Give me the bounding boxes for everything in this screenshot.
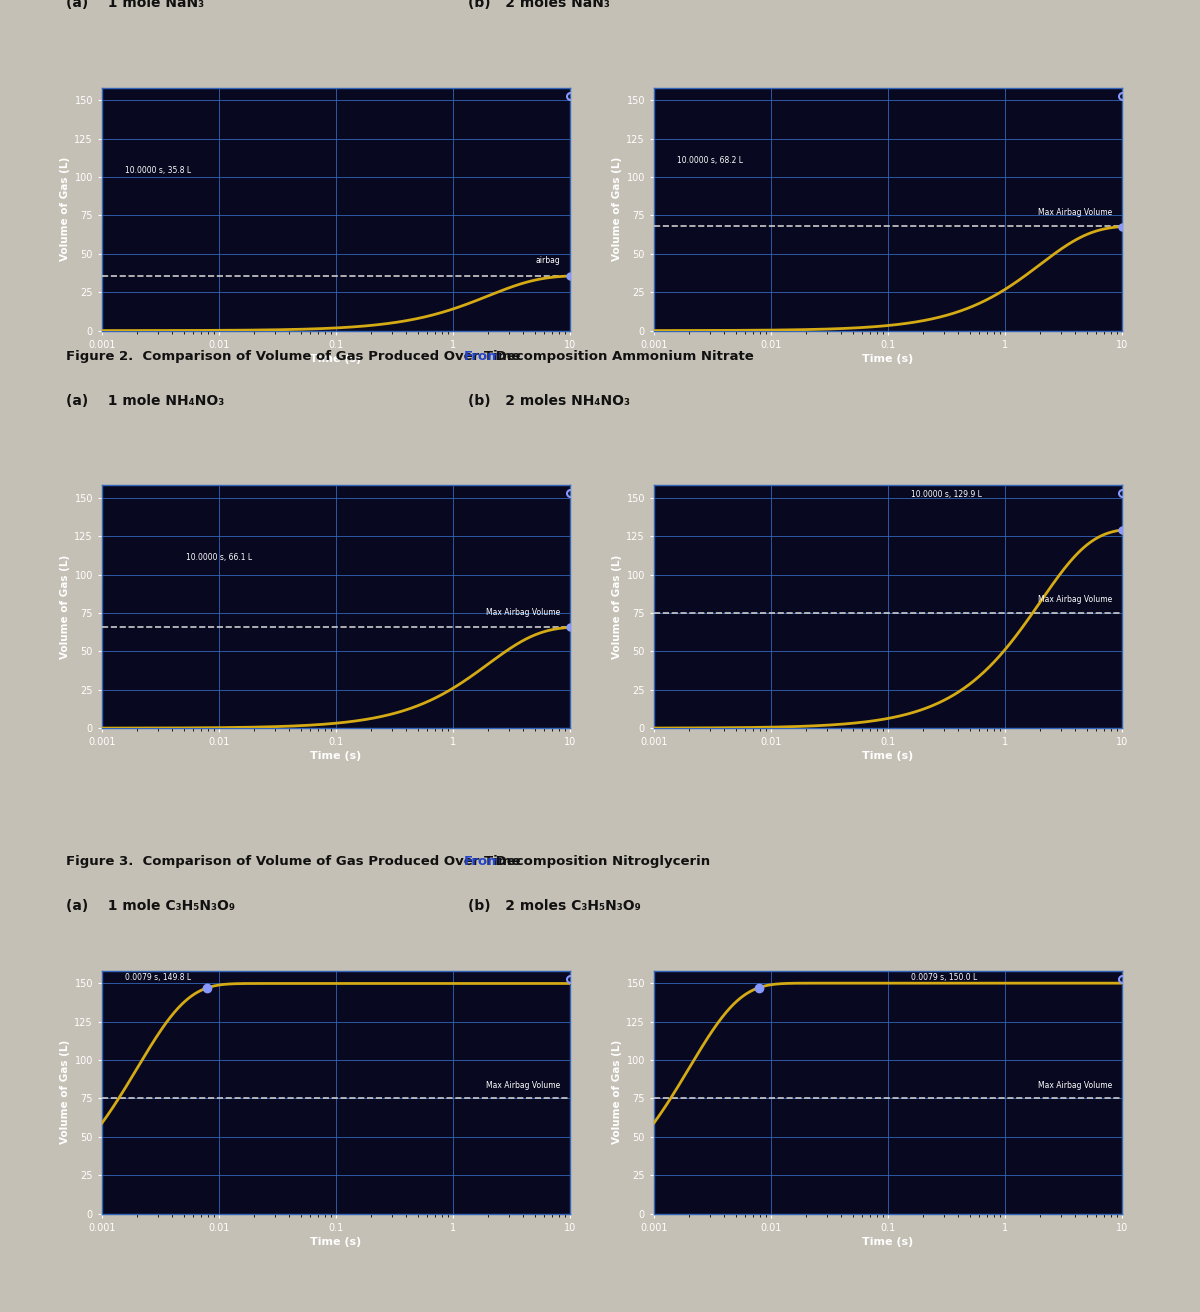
Text: (a)    1 mole C₃H₅N₃O₉: (a) 1 mole C₃H₅N₃O₉ bbox=[66, 899, 235, 913]
Text: Max Airbag Volume: Max Airbag Volume bbox=[1038, 596, 1112, 605]
Text: From: From bbox=[464, 855, 502, 869]
Text: 0.0079 s, 150.0 L: 0.0079 s, 150.0 L bbox=[912, 974, 978, 983]
Text: From: From bbox=[464, 350, 502, 363]
Y-axis label: Volume of Gas (L): Volume of Gas (L) bbox=[612, 1040, 622, 1144]
Text: 10.0000 s, 129.9 L: 10.0000 s, 129.9 L bbox=[912, 491, 983, 500]
X-axis label: Time (s): Time (s) bbox=[863, 1237, 913, 1246]
X-axis label: Time (s): Time (s) bbox=[311, 354, 361, 363]
Text: (b)   2 moles NH₄NO₃: (b) 2 moles NH₄NO₃ bbox=[468, 394, 630, 408]
Text: Max Airbag Volume: Max Airbag Volume bbox=[1038, 1081, 1112, 1090]
Text: (b)   2 moles C₃H₅N₃O₉: (b) 2 moles C₃H₅N₃O₉ bbox=[468, 899, 641, 913]
Text: Figure 2.  Comparison of Volume of Gas Produced Over Time: Figure 2. Comparison of Volume of Gas Pr… bbox=[66, 350, 526, 363]
Y-axis label: Volume of Gas (L): Volume of Gas (L) bbox=[612, 555, 622, 659]
X-axis label: Time (s): Time (s) bbox=[311, 1237, 361, 1246]
Text: Max Airbag Volume: Max Airbag Volume bbox=[486, 607, 560, 617]
Y-axis label: Volume of Gas (L): Volume of Gas (L) bbox=[612, 157, 622, 261]
Text: Max Airbag Volume: Max Airbag Volume bbox=[486, 1081, 560, 1090]
Text: Max Airbag Volume: Max Airbag Volume bbox=[1038, 207, 1112, 216]
Text: Decomposition Nitroglycerin: Decomposition Nitroglycerin bbox=[491, 855, 710, 869]
Text: 10.0000 s, 68.2 L: 10.0000 s, 68.2 L bbox=[677, 156, 744, 165]
X-axis label: Time (s): Time (s) bbox=[863, 752, 913, 761]
Text: 10.0000 s, 66.1 L: 10.0000 s, 66.1 L bbox=[186, 554, 252, 563]
Text: (a)    1 mole NaN₃: (a) 1 mole NaN₃ bbox=[66, 0, 204, 10]
Text: Decomposition Ammonium Nitrate: Decomposition Ammonium Nitrate bbox=[491, 350, 754, 363]
Text: (a)    1 mole NH₄NO₃: (a) 1 mole NH₄NO₃ bbox=[66, 394, 224, 408]
Text: Figure 3.  Comparison of Volume of Gas Produced Over Time: Figure 3. Comparison of Volume of Gas Pr… bbox=[66, 855, 526, 869]
Text: 0.0079 s, 149.8 L: 0.0079 s, 149.8 L bbox=[126, 974, 192, 983]
Y-axis label: Volume of Gas (L): Volume of Gas (L) bbox=[60, 555, 70, 659]
X-axis label: Time (s): Time (s) bbox=[863, 354, 913, 363]
Y-axis label: Volume of Gas (L): Volume of Gas (L) bbox=[60, 1040, 70, 1144]
Text: (b)   2 moles NaN₃: (b) 2 moles NaN₃ bbox=[468, 0, 610, 10]
Y-axis label: Volume of Gas (L): Volume of Gas (L) bbox=[60, 157, 70, 261]
X-axis label: Time (s): Time (s) bbox=[311, 752, 361, 761]
Text: 10.0000 s, 35.8 L: 10.0000 s, 35.8 L bbox=[126, 165, 192, 174]
Text: airbag: airbag bbox=[536, 256, 560, 265]
